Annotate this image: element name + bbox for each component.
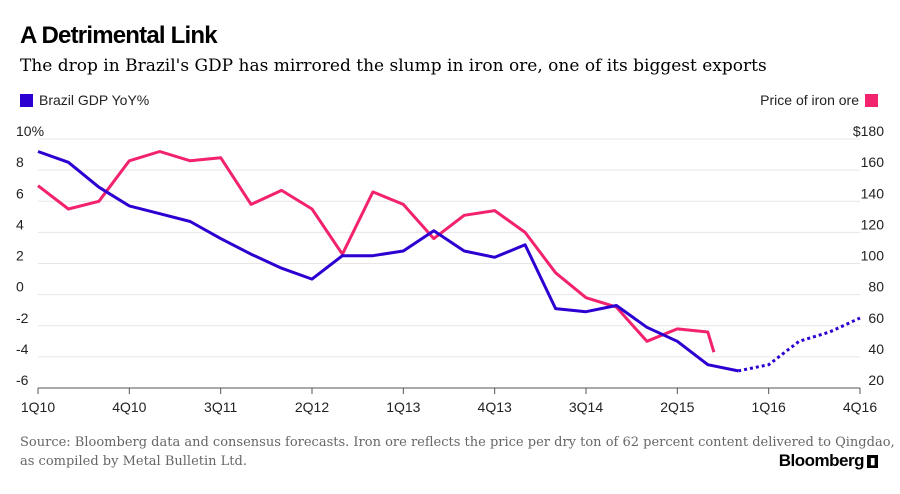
x-tick-label: 4Q16 — [843, 399, 877, 415]
y-right-tick-label: $180 — [853, 123, 884, 139]
legend-iron-ore: Price of iron ore — [760, 92, 878, 108]
y-left-tick-label: 0 — [16, 279, 24, 295]
y-right-tick-label: 120 — [861, 216, 885, 232]
y-left-tick-label: 10% — [16, 123, 44, 139]
x-tick-label: 1Q10 — [21, 399, 55, 415]
y-left-tick-label: -6 — [16, 372, 29, 388]
y-left-tick-label: -2 — [16, 310, 29, 326]
y-right-tick-label: 100 — [861, 248, 885, 264]
legend-gdp-swatch — [20, 93, 33, 107]
y-left-tick-label: 6 — [16, 185, 24, 201]
legend-gdp: Brazil GDP YoY% — [20, 92, 149, 108]
x-tick-label: 3Q14 — [569, 399, 603, 415]
brand-name: Bloomberg — [778, 451, 865, 470]
y-left-tick-label: 2 — [16, 248, 24, 264]
x-tick-label: 4Q10 — [112, 399, 146, 415]
x-tick-label: 1Q13 — [386, 399, 420, 415]
y-left-tick-label: 8 — [16, 154, 24, 170]
x-tick-label: 4Q13 — [478, 399, 512, 415]
bloomberg-logo: Bloomberg ▮ — [779, 451, 878, 471]
x-tick-label: 2Q12 — [295, 399, 329, 415]
x-tick-label: 3Q11 — [204, 399, 237, 415]
series-line-iron-ore — [37, 150, 716, 353]
series-line-brazil-gdp — [37, 150, 739, 373]
legend-iron-ore-label: Price of iron ore — [760, 92, 859, 108]
line-chart: 10% $180 8 160 6 140 4 120 2 100 0 80 -2 60 -4 40 -6 20 1Q… — [16, 123, 885, 415]
chart-title: A Detrimental Link — [20, 22, 218, 49]
chart-subtitle: The drop in Brazil's GDP has mirrored th… — [20, 56, 767, 76]
y-right-tick-label: 40 — [868, 341, 884, 357]
y-right-tick-label: 20 — [868, 372, 884, 388]
x-tick-label: 2Q15 — [660, 399, 694, 415]
y-left-tick-label: 4 — [16, 216, 24, 232]
x-tick-label: 1Q16 — [752, 399, 786, 415]
y-right-tick-label: 140 — [861, 185, 885, 201]
legend-iron-ore-swatch — [865, 93, 878, 107]
source-note: Source: Bloomberg data and consensus for… — [20, 435, 895, 469]
y-left-tick-label: -4 — [16, 341, 29, 357]
terminal-icon: ▮ — [867, 454, 878, 468]
series-line-brazil-gdp-forecast — [737, 316, 861, 373]
legend-gdp-label: Brazil GDP YoY% — [39, 92, 150, 108]
y-right-tick-label: 60 — [868, 310, 884, 326]
y-right-tick-label: 160 — [861, 154, 885, 170]
y-right-tick-label: 80 — [868, 279, 884, 295]
